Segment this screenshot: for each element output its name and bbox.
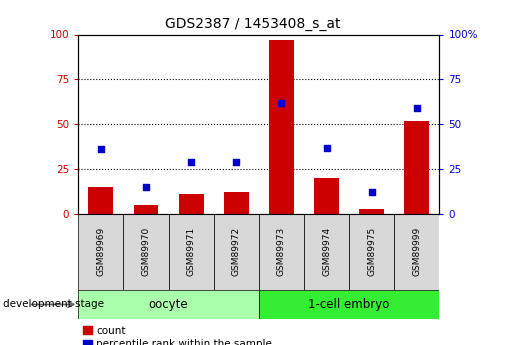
Bar	[314, 178, 339, 214]
Bar	[224, 193, 248, 214]
Bar	[394, 214, 439, 290]
Text: GSM89969: GSM89969	[96, 227, 106, 276]
Bar	[269, 40, 294, 214]
Bar	[359, 208, 384, 214]
Point	[368, 190, 376, 195]
Bar	[349, 214, 394, 290]
Point	[413, 105, 421, 111]
Text: GSM89971: GSM89971	[187, 227, 195, 276]
Bar	[169, 214, 214, 290]
Bar	[133, 205, 159, 214]
Point	[187, 159, 195, 165]
Text: GSM89973: GSM89973	[277, 227, 286, 276]
Bar	[405, 121, 429, 214]
Bar	[78, 214, 123, 290]
Bar	[88, 187, 113, 214]
Text: GSM89972: GSM89972	[232, 227, 241, 276]
Point	[323, 145, 331, 150]
Text: oocyte: oocyte	[149, 298, 188, 311]
Bar	[259, 290, 439, 319]
Text: GDS2387 / 1453408_s_at: GDS2387 / 1453408_s_at	[165, 17, 340, 31]
Bar	[78, 290, 259, 319]
Text: 1-cell embryo: 1-cell embryo	[309, 298, 390, 311]
Point	[277, 100, 285, 106]
Point	[232, 159, 240, 165]
Bar	[179, 194, 204, 214]
Point	[142, 184, 150, 190]
Bar	[259, 214, 304, 290]
Point	[97, 147, 105, 152]
Text: development stage: development stage	[3, 299, 104, 309]
Bar	[304, 214, 349, 290]
Legend: count, percentile rank within the sample: count, percentile rank within the sample	[83, 326, 272, 345]
Text: GSM89975: GSM89975	[367, 227, 376, 276]
Text: GSM89970: GSM89970	[141, 227, 150, 276]
Text: GSM89974: GSM89974	[322, 227, 331, 276]
Bar	[214, 214, 259, 290]
Text: GSM89999: GSM89999	[412, 227, 421, 276]
Bar	[123, 214, 169, 290]
